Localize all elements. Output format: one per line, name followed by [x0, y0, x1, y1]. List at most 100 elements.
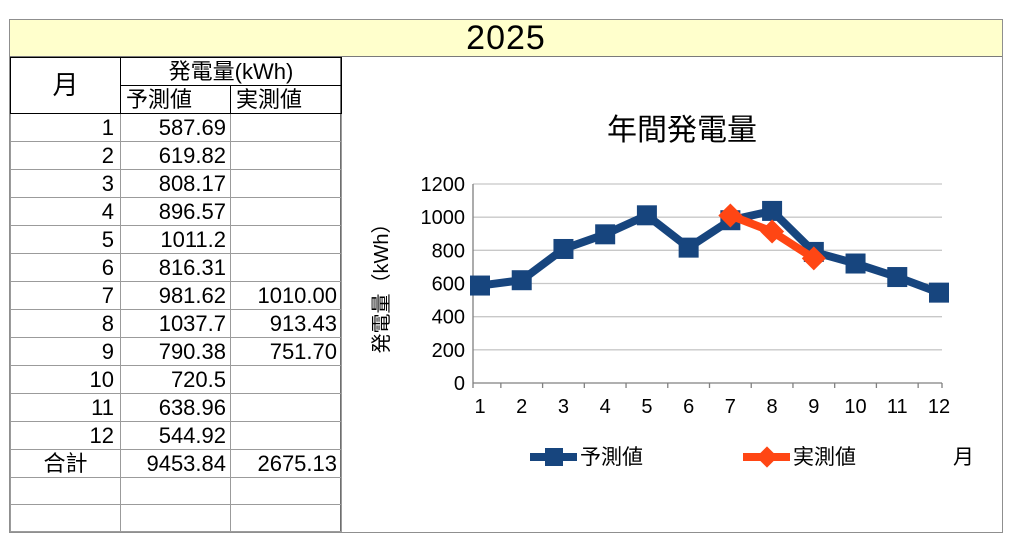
cell-actual[interactable]: 1010.00 [230, 281, 342, 310]
cell-actual[interactable] [230, 113, 342, 142]
cell-forecast[interactable]: 981.62 [120, 281, 231, 310]
table-row: 6 816.31 [10, 253, 342, 282]
table-empty-row [10, 504, 342, 532]
table-row: 1 587.69 [10, 113, 342, 142]
cell-month[interactable]: 1 [10, 113, 121, 142]
cell-month[interactable]: 4 [10, 197, 121, 226]
cell-forecast[interactable]: 1037.7 [120, 309, 231, 338]
cell-empty[interactable] [120, 504, 231, 532]
cell-empty[interactable] [230, 504, 342, 532]
table-header-row-2: 予測値 実測値 [11, 85, 342, 114]
generation-column-header[interactable]: 発電量(kWh) [120, 57, 342, 86]
cell-month[interactable]: 6 [10, 253, 121, 282]
marker-square [595, 224, 616, 245]
cell-actual[interactable] [230, 141, 342, 170]
cell-empty[interactable] [10, 477, 121, 505]
table-row: 9 790.38 751.70 [10, 337, 342, 366]
cell-month[interactable]: 9 [10, 337, 121, 366]
cell-forecast[interactable]: 619.82 [120, 141, 231, 170]
sheet-content: 月 発電量(kWh) 予測値 実測値 1 587.69 2 619.82 3 808.17… [10, 57, 1002, 532]
marker-diamond [760, 219, 785, 244]
cell-month[interactable]: 8 [10, 309, 121, 338]
marker-square [678, 237, 699, 258]
cell-forecast[interactable]: 790.38 [120, 337, 231, 366]
cell-forecast[interactable]: 808.17 [120, 169, 231, 198]
series-line-forecast [479, 206, 941, 297]
x-tick-label: 6 [683, 396, 694, 418]
cell-actual[interactable] [230, 393, 342, 422]
cell-actual[interactable] [230, 225, 342, 254]
legend-marker-square [545, 448, 563, 466]
cell-month[interactable]: 2 [10, 141, 121, 170]
table-row: 12 544.92 [10, 421, 342, 450]
cell-actual[interactable] [230, 169, 342, 198]
cell-forecast[interactable]: 816.31 [120, 253, 231, 282]
marker-square [470, 275, 490, 296]
sheet: 2025 月 発電量(kWh) 予測値 実測値 [9, 19, 1003, 533]
table-row: 7 981.62 1010.00 [10, 281, 342, 310]
cell-month[interactable]: 3 [10, 169, 121, 198]
x-axis-title: 月 [953, 446, 974, 469]
table-empty-row [10, 477, 342, 505]
marker-square [929, 282, 949, 303]
y-tick-label: 1000 [421, 207, 466, 229]
marker-square [762, 200, 783, 221]
chart-title: 年間発電量 [607, 114, 757, 147]
generation-table: 月 発電量(kWh) 予測値 実測値 1 587.69 2 619.82 3 808.17… [10, 57, 342, 532]
cell-month[interactable]: 10 [10, 365, 121, 394]
y-tick-label: 0 [454, 373, 465, 395]
y-tick-label: 1200 [421, 174, 466, 196]
table-row: 8 1037.7 913.43 [10, 309, 342, 338]
y-tick-label: 600 [432, 274, 465, 296]
x-tick-label: 2 [516, 396, 527, 418]
chart-area: 年間発電量 0 200 400 600 800 1000 1200 1 2 3 4 5 6 7 8 9 10 11 1… [341, 57, 1003, 532]
x-tick-label: 4 [600, 396, 611, 418]
cell-forecast[interactable]: 587.69 [120, 113, 231, 142]
cell-actual[interactable]: 751.70 [230, 337, 342, 366]
table-row: 3 808.17 [10, 169, 342, 198]
x-tick-label: 7 [725, 396, 736, 418]
marker-square [553, 238, 574, 259]
cell-forecast[interactable]: 638.96 [120, 393, 231, 422]
actual-column-header[interactable]: 実測値 [230, 85, 342, 114]
cell-forecast[interactable]: 896.57 [120, 197, 231, 226]
cell-actual[interactable] [230, 421, 342, 450]
cell-month[interactable]: 12 [10, 421, 121, 450]
cell-total-actual[interactable]: 2675.13 [230, 449, 342, 478]
cell-actual[interactable] [230, 253, 342, 282]
forecast-column-header[interactable]: 予測値 [120, 85, 231, 114]
cell-total-forecast[interactable]: 9453.84 [120, 449, 231, 478]
marker-square [636, 205, 657, 226]
year-title-cell[interactable]: 2025 [10, 20, 1002, 57]
generation-table-area: 月 発電量(kWh) 予測値 実測値 1 587.69 2 619.82 3 808.17… [10, 57, 342, 532]
cell-actual[interactable] [230, 197, 342, 226]
marker-square [887, 267, 908, 288]
x-tick-label: 1 [474, 396, 485, 418]
cell-empty[interactable] [120, 477, 231, 505]
cell-forecast[interactable]: 544.92 [120, 421, 231, 450]
month-column-header[interactable]: 月 [10, 57, 121, 114]
x-tick-label: 10 [844, 396, 866, 418]
cell-total-label[interactable]: 合計 [10, 449, 121, 478]
table-row: 5 1011.2 [10, 225, 342, 254]
cell-empty[interactable] [10, 504, 121, 532]
legend-marker-diamond [756, 446, 778, 468]
table-row: 2 619.82 [10, 141, 342, 170]
cell-empty[interactable] [230, 477, 342, 505]
cell-month[interactable]: 11 [10, 393, 121, 422]
cell-month[interactable]: 7 [10, 281, 121, 310]
marker-square [845, 253, 866, 274]
y-axis-title: 発電量（kWh） [370, 214, 393, 354]
generation-table-body: 1 587.69 2 619.82 3 808.17 4 896.57 5 1011.2 6 816.… [10, 113, 342, 532]
cell-actual[interactable]: 913.43 [230, 309, 342, 338]
cell-forecast[interactable]: 1011.2 [120, 225, 231, 254]
cell-forecast[interactable]: 720.5 [120, 365, 231, 394]
cell-month[interactable]: 5 [10, 225, 121, 254]
legend-label: 予測値 [580, 446, 643, 469]
x-tick-label: 3 [558, 396, 569, 418]
x-tick-label: 11 [887, 396, 908, 418]
cell-actual[interactable] [230, 365, 342, 394]
table-header-row-1: 月 発電量(kWh) [10, 57, 342, 114]
